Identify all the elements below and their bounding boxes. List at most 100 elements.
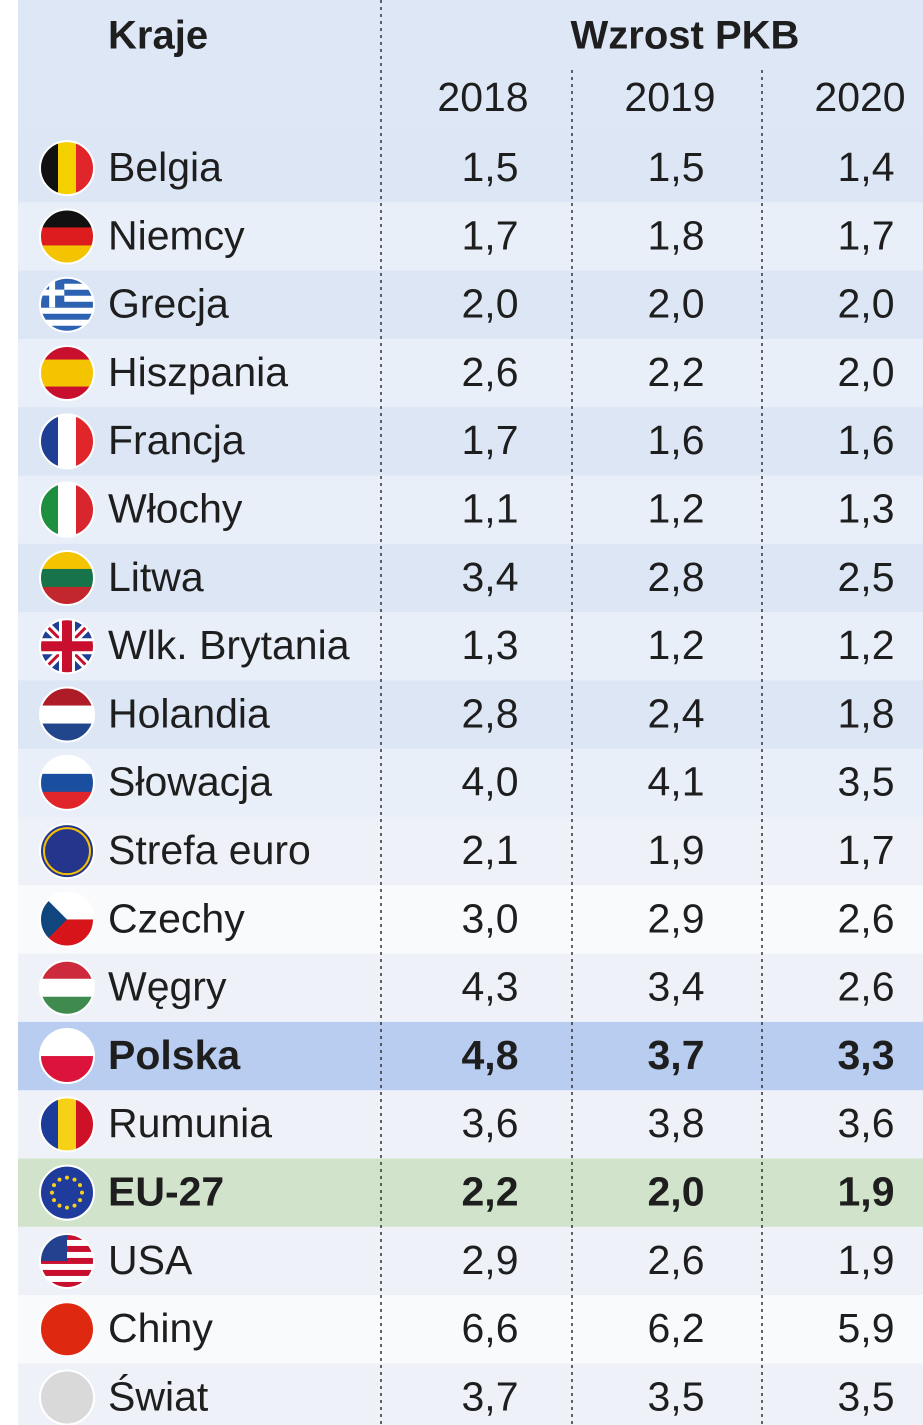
flag — [40, 824, 94, 879]
gdp-value: 5,9 — [838, 1305, 895, 1351]
flag-part — [40, 325, 94, 332]
gdp-value: 1,9 — [838, 1237, 895, 1283]
gdp-value: 1,7 — [838, 212, 895, 258]
flag — [40, 1370, 94, 1425]
row-bg — [18, 338, 923, 408]
flag-part — [40, 1165, 94, 1220]
row-bg — [18, 612, 923, 681]
gdp-value: 1,1 — [462, 485, 519, 531]
gdp-value: 2,0 — [462, 281, 519, 327]
flag-part — [80, 1190, 84, 1195]
gdp-value: 1,2 — [838, 622, 895, 668]
flag-part — [57, 1177, 62, 1182]
flag-part — [40, 1302, 94, 1357]
flag-part — [40, 1370, 94, 1425]
flag-part — [65, 1205, 69, 1210]
gdp-value: 3,0 — [462, 895, 519, 941]
year-header: 2020 — [814, 74, 905, 120]
gdp-value: 1,3 — [838, 485, 895, 531]
flag-part — [40, 359, 94, 374]
gdp-value: 3,8 — [648, 1100, 705, 1146]
flag-rim — [39, 1301, 95, 1358]
gdp-value: 1,9 — [648, 827, 705, 873]
row-bg — [18, 953, 923, 1023]
flag-part — [40, 295, 94, 303]
gdp-value: 4,3 — [462, 964, 519, 1010]
gdp-value: 2,1 — [462, 827, 519, 873]
gdp-value: 3,7 — [462, 1373, 519, 1419]
country-header: Kraje — [108, 14, 208, 58]
flag-rim — [39, 1232, 95, 1289]
row-bg — [18, 1021, 923, 1091]
flag-rim — [39, 686, 95, 743]
row-bg — [18, 680, 923, 750]
gdp-value: 4,8 — [462, 1032, 519, 1078]
flag-part — [40, 1257, 94, 1265]
gdp-value: 2,2 — [462, 1168, 519, 1214]
flag-part — [65, 1175, 69, 1180]
country-name: USA — [108, 1237, 193, 1283]
row-bg — [18, 475, 923, 545]
row-bg — [18, 885, 923, 955]
year-header: 2018 — [437, 74, 528, 120]
flag-part — [77, 1183, 82, 1188]
gdp-value: 3,5 — [838, 759, 895, 805]
gdp-value: 1,5 — [648, 144, 705, 190]
gdp-value: 2,0 — [648, 1168, 705, 1214]
flag-rim — [39, 1028, 95, 1085]
flag-part — [40, 1275, 94, 1283]
flag-part — [62, 619, 72, 674]
gdp-value: 3,5 — [648, 1373, 705, 1419]
flag-part — [58, 141, 77, 196]
year-header: 2019 — [624, 74, 715, 120]
flag-rim — [39, 413, 95, 470]
row-bg — [18, 1226, 923, 1296]
flag-part — [40, 705, 94, 725]
gdp-value: 2,5 — [838, 554, 895, 600]
flag-part — [58, 414, 77, 469]
flag-rim — [39, 549, 95, 606]
flag-part — [40, 289, 94, 297]
gdp-value: 1,8 — [648, 212, 705, 258]
flag-part — [77, 1198, 82, 1203]
row-bg — [18, 748, 923, 818]
country-name: Belgia — [108, 144, 222, 190]
gdp-value: 2,0 — [838, 349, 895, 395]
gdp-value: 2,6 — [838, 964, 895, 1010]
flag-part — [58, 482, 77, 537]
flag-part — [52, 1183, 57, 1188]
flag-rim — [39, 959, 95, 1016]
country-name: Grecja — [108, 281, 229, 327]
flag-part — [50, 1190, 54, 1195]
flag-part — [40, 568, 94, 588]
flag-part — [40, 978, 94, 998]
gdp-value: 1,8 — [838, 690, 895, 736]
flag-rim — [39, 276, 95, 333]
row-bg — [18, 270, 923, 340]
flag-part — [40, 313, 94, 321]
gdp-value: 3,4 — [462, 554, 519, 600]
gdp-value: 3,3 — [838, 1032, 895, 1078]
country-name: Strefa euro — [108, 827, 311, 873]
gdp-value: 1,5 — [462, 144, 519, 190]
country-name: Węgry — [108, 964, 227, 1010]
flag — [40, 1233, 94, 1288]
flag-rim — [39, 618, 95, 675]
gdp-value: 3,6 — [838, 1100, 895, 1146]
flag-part — [58, 1097, 77, 1152]
gdp-value: 2,6 — [838, 895, 895, 941]
flag-part — [57, 1203, 62, 1208]
flag-rim — [39, 823, 95, 880]
gdp-value: 2,0 — [838, 281, 895, 327]
flag-rim — [39, 1164, 95, 1221]
flag-part — [40, 283, 94, 291]
gdp-value: 3,7 — [648, 1032, 705, 1078]
country-name: Polska — [108, 1032, 241, 1078]
flag-rim — [39, 481, 95, 538]
flag-part — [40, 892, 67, 947]
flag-part — [40, 301, 94, 309]
gdp-value: 2,0 — [648, 281, 705, 327]
gdp-value: 1,6 — [648, 417, 705, 463]
gdp-value: 3,6 — [462, 1100, 519, 1146]
